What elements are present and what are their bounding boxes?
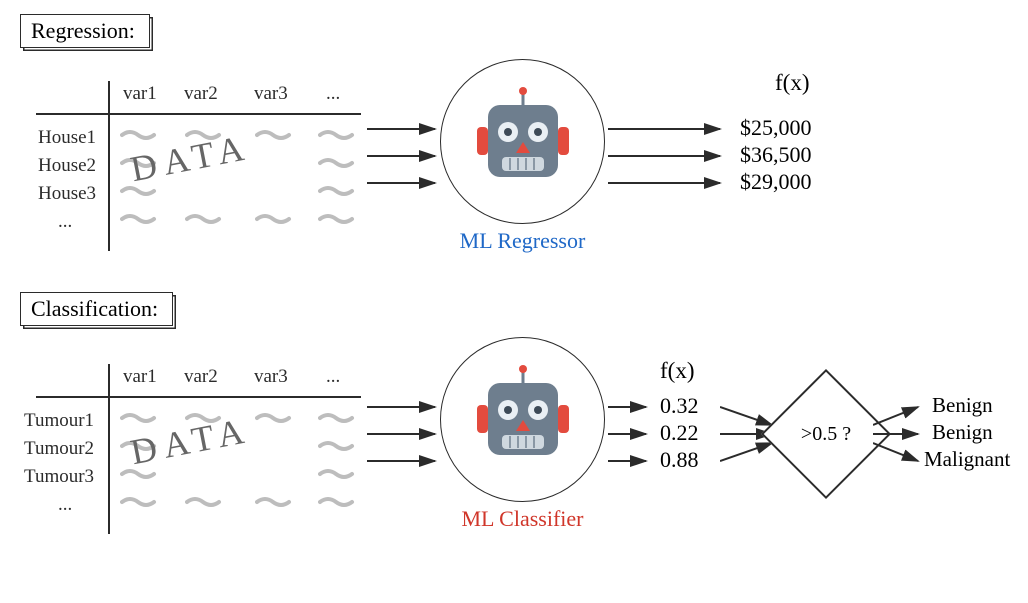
row-header: ...	[58, 494, 72, 516]
classification-score: 0.32	[660, 393, 699, 419]
classifier-label: ML Classifier	[440, 506, 605, 532]
arrow-out-of-model-icon	[608, 114, 728, 204]
decision-text: >0.5 ?	[780, 388, 872, 480]
regression-output: $36,500	[740, 142, 812, 168]
row-header: Tumour1	[24, 410, 94, 432]
row-header: House3	[38, 183, 96, 205]
regression-output: $29,000	[740, 169, 812, 195]
regression-table: var1 var2 var3 ... House1 House2 House3 …	[20, 69, 365, 244]
col-header: var3	[254, 366, 288, 388]
row-header: House2	[38, 155, 96, 177]
regression-title: Regression:	[31, 18, 135, 43]
regression-section: Regression: var1 var2 var3 ... House1 Ho…	[20, 14, 1008, 284]
classification-score: 0.22	[660, 420, 699, 446]
classification-output: Malignant	[924, 447, 1010, 472]
classification-output: Benign	[932, 420, 993, 445]
col-header: var3	[254, 83, 288, 105]
row-header: Tumour2	[24, 438, 94, 460]
col-header: var1	[123, 366, 157, 388]
regressor-label: ML Regressor	[440, 228, 605, 254]
arrow-into-model-icon	[367, 392, 442, 482]
col-header: ...	[326, 366, 340, 388]
robot-icon	[468, 365, 578, 475]
ml-regressor-icon	[440, 59, 605, 224]
col-header: ...	[326, 83, 340, 105]
col-header: var2	[184, 83, 218, 105]
classification-title-box: Classification:	[20, 292, 173, 326]
decision-diamond: >0.5 ?	[780, 388, 872, 480]
classification-score: 0.88	[660, 447, 699, 473]
classification-section: Classification: var1 var2 var3 ... Tumou…	[20, 292, 1008, 582]
regression-title-box: Regression:	[20, 14, 150, 48]
regression-output: $25,000	[740, 115, 812, 141]
fx-label: f(x)	[775, 70, 809, 96]
col-header: var2	[184, 366, 218, 388]
classification-table: var1 var2 var3 ... Tumour1 Tumour2 Tumou…	[20, 352, 365, 527]
arrow-out-of-model-icon	[608, 392, 653, 482]
row-header: Tumour3	[24, 466, 94, 488]
classification-title: Classification:	[31, 296, 158, 321]
robot-icon	[468, 87, 578, 197]
row-header: House1	[38, 127, 96, 149]
arrow-into-model-icon	[367, 114, 442, 204]
classification-output: Benign	[932, 393, 993, 418]
ml-classifier-icon	[440, 337, 605, 502]
fx-label: f(x)	[660, 358, 694, 384]
col-header: var1	[123, 83, 157, 105]
row-header: ...	[58, 211, 72, 233]
